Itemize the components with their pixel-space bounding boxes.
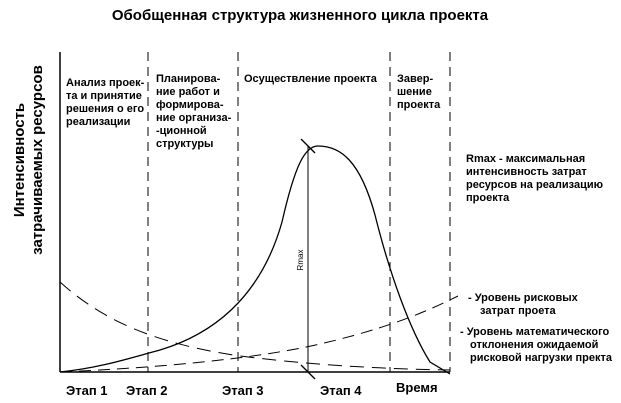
phase-label-planning: Планирова- ние работ и формирова- ние ор… [156,73,232,150]
phase-analysis-line: реализации [66,116,130,128]
note-risk-cost-line: затрат проета [480,305,557,317]
note-risk-cost: - Уровень рисковых затрат проета [468,292,579,317]
expected-risk-deviation-curve [59,295,459,373]
phase-planning-line: структуры [156,138,213,150]
stage-label-2: Этап 2 [126,383,168,398]
note-rmax-line: Rmax - максимальная [466,153,585,165]
note-rmax-line: проекта [466,192,510,204]
phase-completion-line: проекта [397,99,441,111]
phase-planning-line: -ционной [156,125,207,137]
phase-label-completion: Завер- шение проекта [397,73,441,111]
x-axis-label: Время [396,380,438,395]
note-expected-risk-line: отклонения ожидаемой [470,339,598,351]
note-expected-risk-line: рисковой нагрузки пректа [470,352,613,364]
risk-cost-level-curve [59,281,451,371]
phase-analysis-line: решения о его [66,103,144,115]
phase-dividers [147,52,451,372]
phase-analysis-line: та и принятие [66,90,142,102]
phase-planning-line: формирова- [156,99,224,111]
rmax-tick-bottom [300,364,316,380]
rmax-tick-top [300,138,316,154]
rmax-marker-label: Rmax [296,250,305,271]
note-rmax-line: ресурсов на реализацию [466,179,603,191]
phase-planning-line: Планирова- [156,73,221,85]
resource-intensity-curve [59,145,451,375]
phase-label-analysis: Анализ проек- та и принятие решения о ег… [66,77,145,128]
diagram-title: Обобщенная структура жизненного цикла пр… [112,7,489,24]
phase-analysis-line: Анализ проек- [66,77,145,89]
y-axis-label-line-2: затрачиваемых ресурсов [29,65,46,255]
stage-label-1: Этап 1 [66,383,108,398]
note-expected-risk: - Уровень математического отклонения ожи… [460,326,613,364]
note-expected-risk-line: - Уровень математического [460,326,610,338]
phase-completion-line: Завер- [397,73,433,85]
phase-completion-line: шение [397,86,432,98]
phase-execution-line: Осуществление проекта [244,73,378,85]
stage-label-3: Этап 3 [222,383,264,398]
phase-label-execution: Осуществление проекта [244,73,378,85]
note-rmax: Rmax - максимальная интенсивность затрат… [466,153,603,204]
y-axis-label-line-1: Интенсивность [11,103,28,217]
stage-label-4: Этап 4 [320,383,362,398]
phase-planning-line: ние работ и [156,86,220,98]
note-rmax-line: интенсивность затрат [466,166,587,178]
note-risk-cost-line: - Уровень рисковых [468,292,579,304]
phase-planning-line: ние организа- [156,112,232,124]
